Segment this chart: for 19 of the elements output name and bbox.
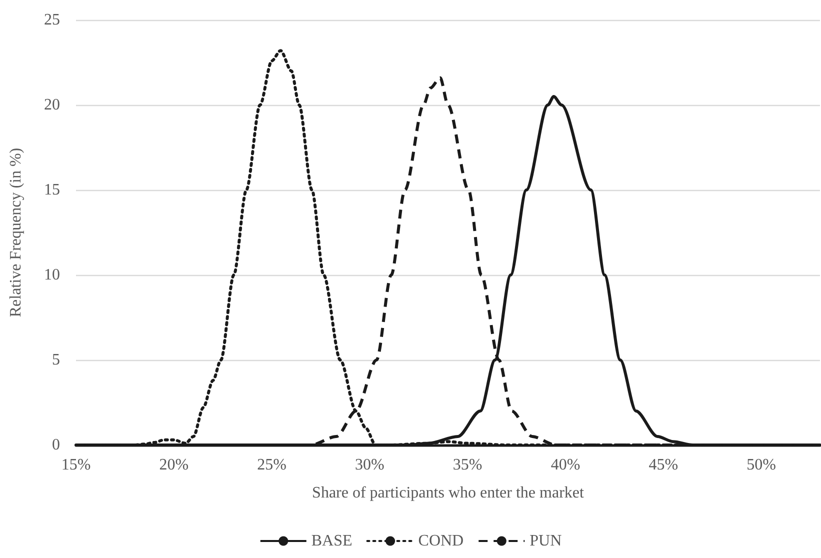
x-axis-title: Share of participants who enter the market <box>312 484 584 502</box>
x-tick-label: 35% <box>452 456 482 474</box>
x-tick-label: 30% <box>355 456 384 474</box>
y-tick-label: 20 <box>44 96 60 114</box>
y-tick-label: 5 <box>52 352 60 368</box>
y-tick-label: 0 <box>52 436 60 454</box>
x-tick-label: 40% <box>550 456 580 474</box>
y-tick-label: 25 <box>44 12 60 28</box>
x-tick-label: 20% <box>159 456 189 474</box>
legend-label: PUN <box>530 532 562 550</box>
x-tick-label: 15% <box>61 456 91 474</box>
x-tick-label: 25% <box>257 456 286 474</box>
y-axis-title: Relative Frequency (in %) <box>8 148 24 318</box>
x-tick-label: 50% <box>746 456 776 474</box>
y-tick-label: 10 <box>44 266 60 284</box>
x-tick-label: 45% <box>648 456 678 474</box>
legend-label: BASE <box>311 532 352 550</box>
legend-label: COND <box>418 532 464 550</box>
y-tick-label: 15 <box>44 182 60 198</box>
